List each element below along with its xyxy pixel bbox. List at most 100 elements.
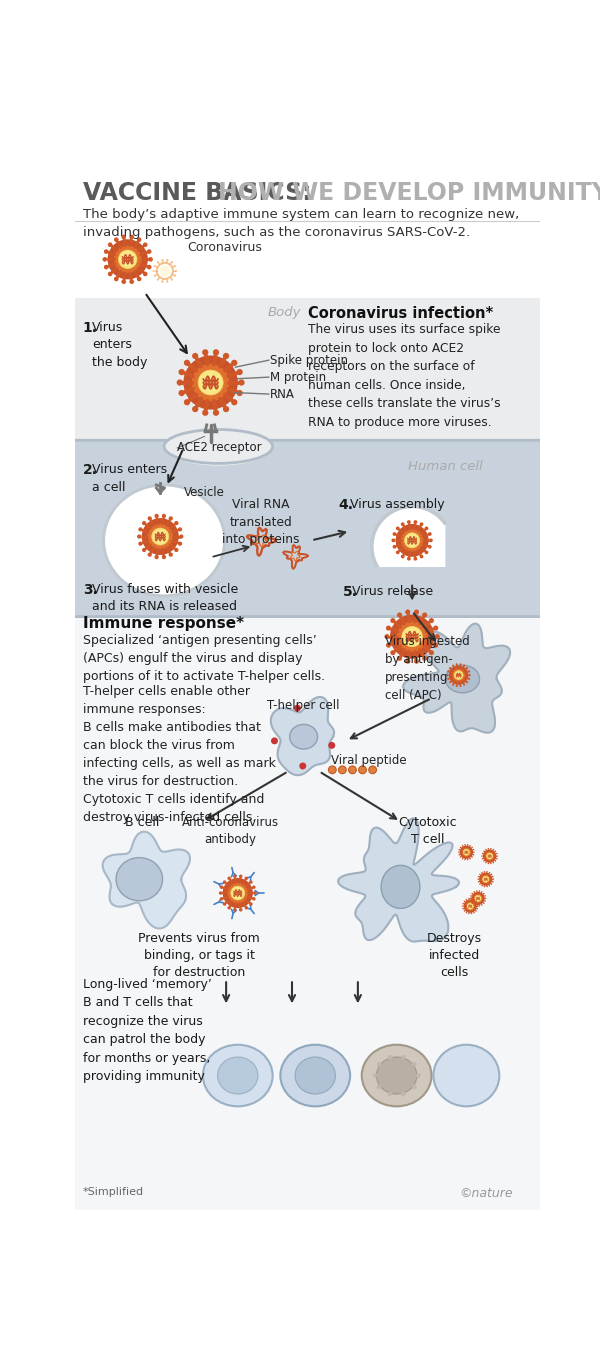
Circle shape <box>114 277 119 281</box>
Circle shape <box>475 896 481 901</box>
Polygon shape <box>271 697 334 775</box>
Circle shape <box>377 1084 382 1089</box>
Circle shape <box>484 896 486 897</box>
Circle shape <box>494 851 496 852</box>
Circle shape <box>428 545 431 549</box>
Circle shape <box>174 275 176 277</box>
Circle shape <box>252 897 256 901</box>
Text: VACCINE BASICS:: VACCINE BASICS: <box>83 181 311 205</box>
Circle shape <box>239 908 242 912</box>
Circle shape <box>223 881 226 883</box>
Circle shape <box>471 898 472 900</box>
Circle shape <box>148 257 153 262</box>
Text: ACE2 receptor: ACE2 receptor <box>178 442 262 454</box>
Circle shape <box>192 364 229 401</box>
Circle shape <box>475 901 477 902</box>
Text: B cell: B cell <box>125 815 160 829</box>
Circle shape <box>473 853 474 856</box>
Circle shape <box>391 538 395 542</box>
Circle shape <box>463 902 464 904</box>
Circle shape <box>473 849 474 851</box>
Circle shape <box>422 656 427 660</box>
Circle shape <box>468 678 470 680</box>
Circle shape <box>429 650 434 655</box>
Circle shape <box>166 258 169 261</box>
Text: Coronavirus: Coronavirus <box>187 242 262 254</box>
Circle shape <box>449 681 451 684</box>
Circle shape <box>468 670 470 673</box>
Circle shape <box>192 406 199 412</box>
Circle shape <box>137 277 142 281</box>
Circle shape <box>482 877 489 882</box>
Circle shape <box>147 265 152 269</box>
Circle shape <box>483 893 485 894</box>
Circle shape <box>328 742 335 749</box>
Circle shape <box>414 609 419 614</box>
Circle shape <box>473 894 482 902</box>
Ellipse shape <box>381 866 420 908</box>
Ellipse shape <box>433 1045 499 1106</box>
Circle shape <box>386 625 391 631</box>
Polygon shape <box>403 624 510 733</box>
Text: 1.: 1. <box>83 321 98 334</box>
Circle shape <box>236 390 243 395</box>
Circle shape <box>482 858 484 859</box>
Circle shape <box>401 522 404 526</box>
Ellipse shape <box>164 427 272 466</box>
Circle shape <box>493 878 494 879</box>
Circle shape <box>452 669 466 682</box>
Circle shape <box>492 875 494 878</box>
Text: Virus enters
a cell: Virus enters a cell <box>92 463 167 493</box>
Circle shape <box>162 554 166 560</box>
FancyBboxPatch shape <box>75 612 540 1210</box>
Circle shape <box>392 533 397 535</box>
Circle shape <box>161 281 164 283</box>
Circle shape <box>175 270 177 272</box>
Circle shape <box>179 534 184 538</box>
Circle shape <box>401 1055 406 1060</box>
Text: T-helper cell: T-helper cell <box>268 699 340 712</box>
Circle shape <box>162 514 166 518</box>
Circle shape <box>472 902 473 904</box>
Circle shape <box>202 349 208 356</box>
Ellipse shape <box>203 1045 272 1106</box>
Circle shape <box>462 845 463 847</box>
Ellipse shape <box>445 665 479 693</box>
Circle shape <box>478 881 479 882</box>
Circle shape <box>496 858 497 859</box>
Circle shape <box>143 242 148 247</box>
Circle shape <box>231 400 238 405</box>
Circle shape <box>475 911 477 912</box>
Circle shape <box>464 911 465 912</box>
Text: Vesicle: Vesicle <box>184 487 224 499</box>
Circle shape <box>469 674 471 677</box>
Circle shape <box>447 670 449 673</box>
Text: Destroys
infected
cells: Destroys infected cells <box>427 931 482 978</box>
Circle shape <box>169 553 173 557</box>
Circle shape <box>238 379 245 386</box>
Circle shape <box>401 554 404 559</box>
Circle shape <box>220 897 223 901</box>
Circle shape <box>148 516 152 520</box>
Circle shape <box>462 848 471 856</box>
Text: ©nature: ©nature <box>459 1188 513 1200</box>
Circle shape <box>481 872 483 874</box>
Circle shape <box>213 409 219 416</box>
Circle shape <box>397 621 427 652</box>
Circle shape <box>412 1061 416 1067</box>
Circle shape <box>118 250 137 269</box>
Circle shape <box>462 858 463 859</box>
Circle shape <box>130 280 134 284</box>
Circle shape <box>154 514 159 518</box>
Circle shape <box>469 845 471 847</box>
Circle shape <box>223 878 253 908</box>
Circle shape <box>233 875 236 878</box>
Circle shape <box>458 852 460 853</box>
Circle shape <box>397 656 402 660</box>
Circle shape <box>252 886 256 889</box>
Circle shape <box>470 896 472 897</box>
Circle shape <box>478 878 479 879</box>
Text: Prevents virus from
binding, or tags it
for destruction: Prevents virus from binding, or tags it … <box>138 931 260 978</box>
Circle shape <box>142 518 179 554</box>
Circle shape <box>169 516 173 520</box>
